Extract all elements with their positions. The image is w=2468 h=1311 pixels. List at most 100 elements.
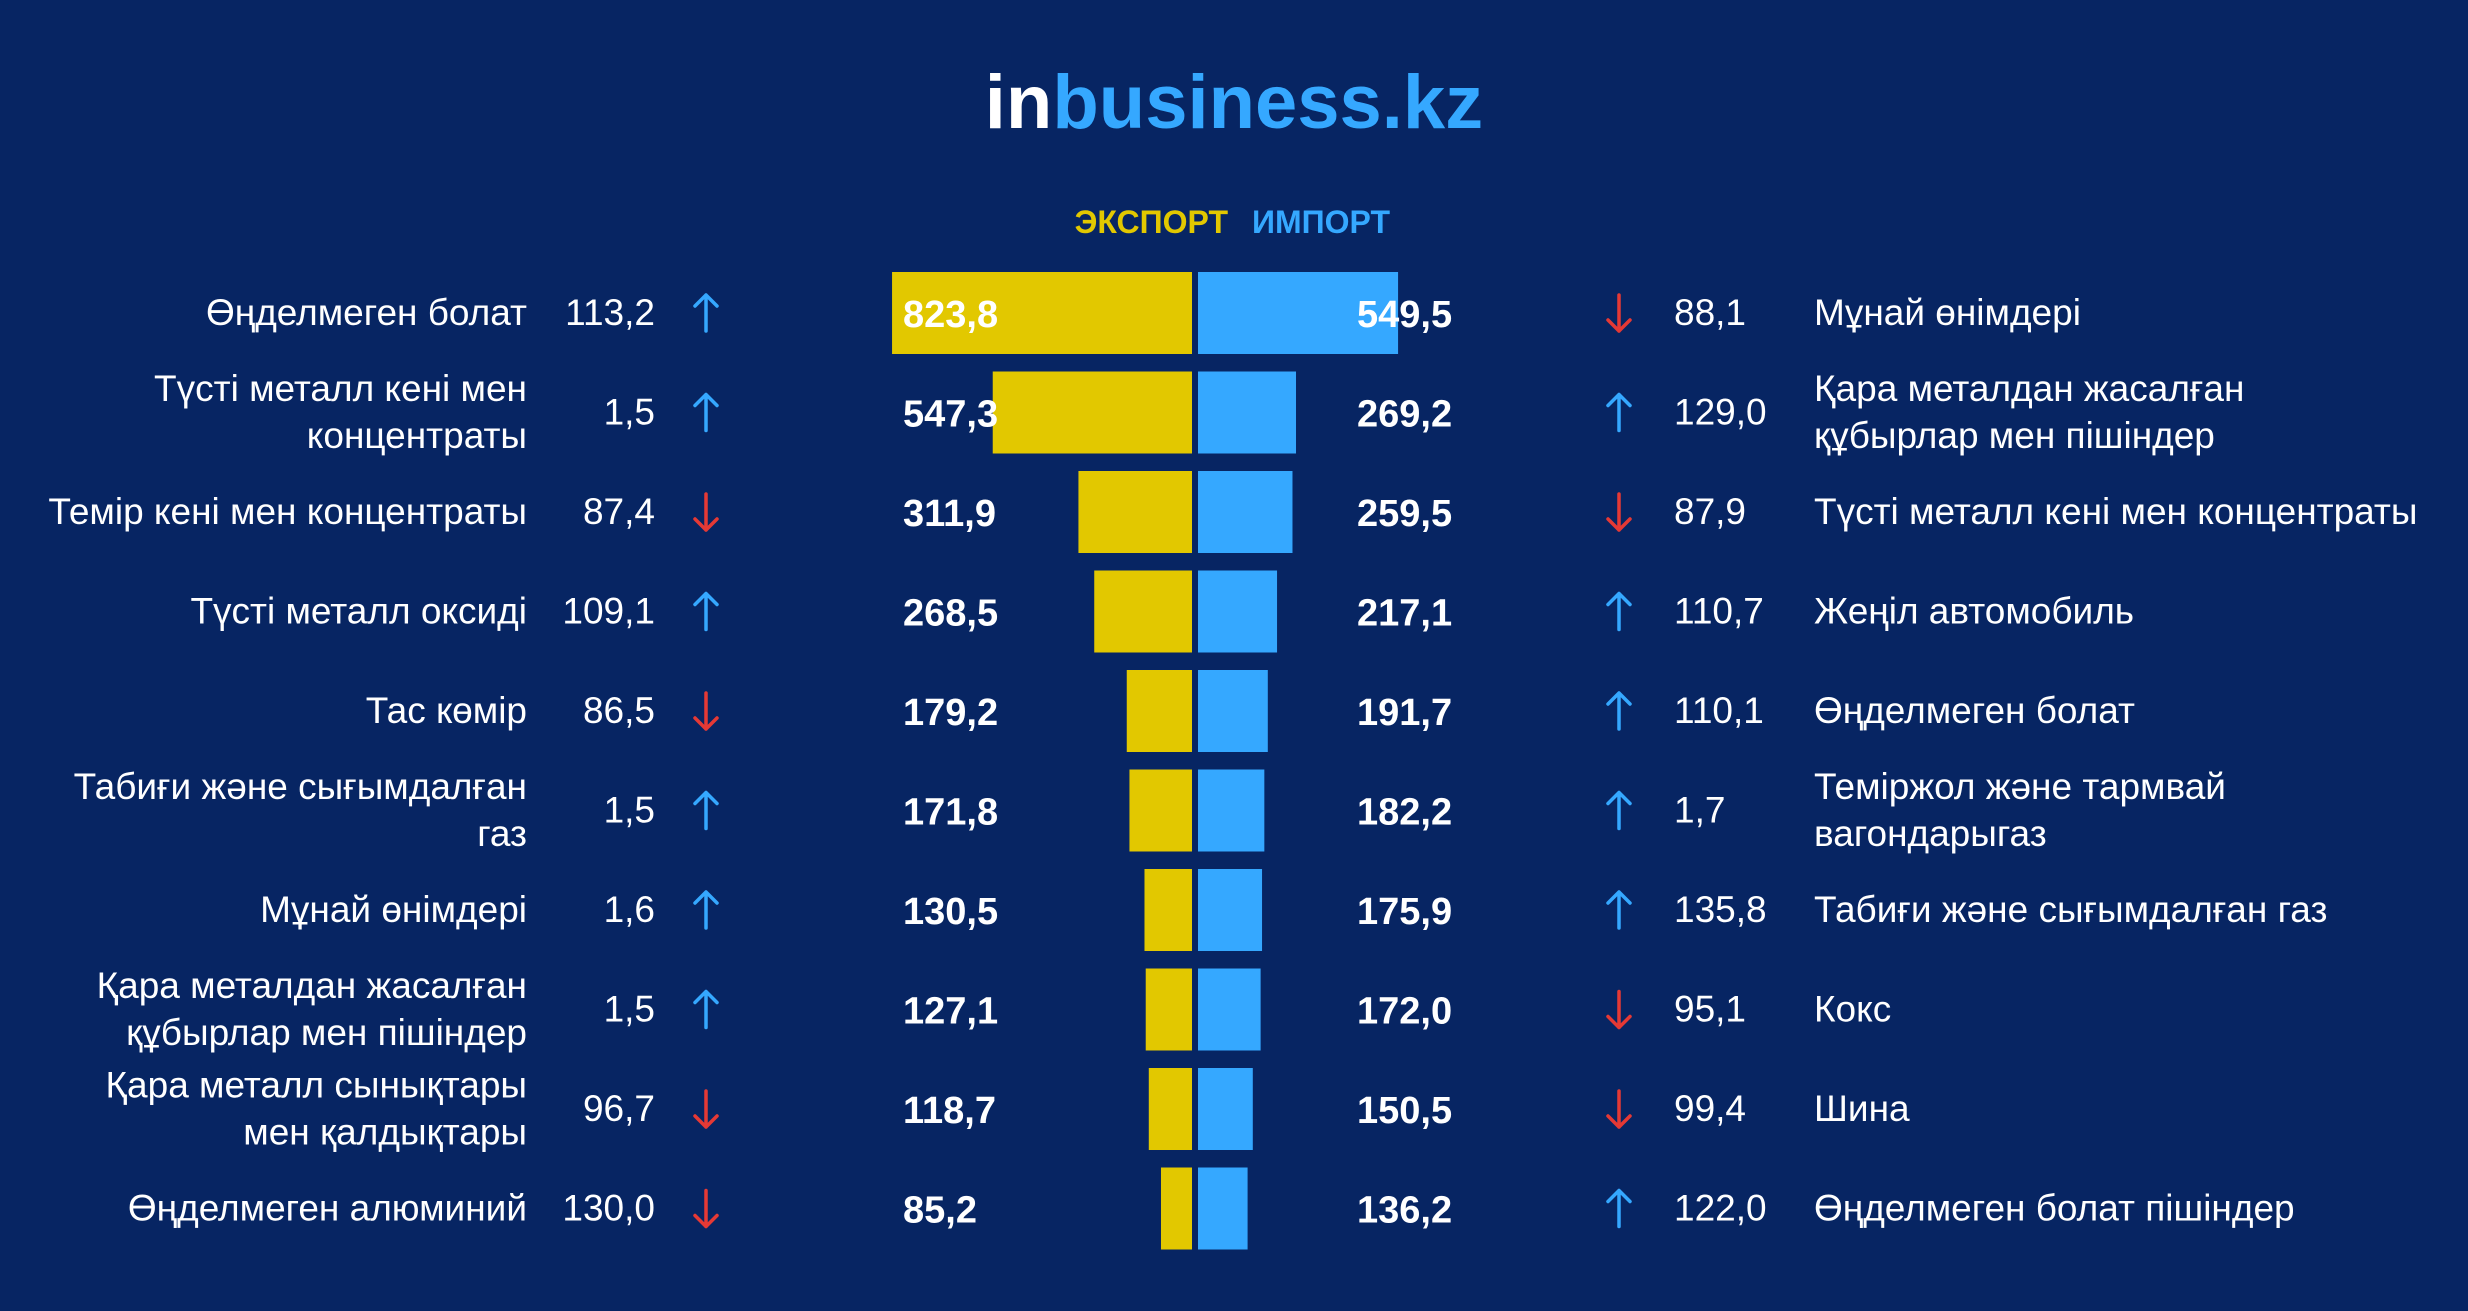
export-bar [1160, 1167, 1192, 1250]
export-bar [1094, 570, 1192, 653]
export-bar [1126, 670, 1192, 752]
import-bar [1198, 769, 1265, 852]
import-category-label: вагондарыгаз [1814, 813, 2047, 854]
import-category-label: Жеңіл автомобиль [1814, 591, 2134, 632]
arrow-up-icon [1606, 691, 1632, 731]
export-change-value: 1,5 [604, 790, 655, 831]
export-category-label: Темір кені мен концентраты [48, 491, 527, 532]
export-change-value: 113,2 [565, 292, 655, 333]
export-bar [1145, 968, 1192, 1051]
import-change-value: 122,0 [1674, 1188, 1767, 1229]
export-change-value: 86,5 [583, 690, 655, 731]
export-value-label: 85,2 [903, 1190, 977, 1232]
arrow-up-icon [1606, 890, 1632, 930]
export-bar [1078, 471, 1192, 553]
export-category-label: Тас көмір [366, 690, 527, 731]
export-bar [1148, 1068, 1192, 1150]
arrow-up-icon [693, 392, 719, 433]
import-value-label: 191,7 [1357, 692, 1452, 734]
export-category-label: мен қалдықтары [243, 1112, 527, 1153]
import-change-value: 88,1 [1674, 292, 1746, 333]
arrow-up-icon [1606, 790, 1632, 831]
export-bar [1144, 869, 1192, 951]
export-category-label: Өңделмеген алюминий [128, 1188, 527, 1229]
import-change-value: 129,0 [1674, 392, 1767, 433]
export-value-label: 130,5 [903, 891, 998, 933]
export-bar [992, 371, 1192, 454]
export-bar [892, 272, 1192, 354]
export-category-label: Мұнай өнімдері [260, 889, 527, 930]
import-change-value: 110,7 [1674, 591, 1764, 632]
logo-rest: business.kz [1052, 60, 1483, 145]
arrow-up-icon [693, 890, 719, 930]
import-value-label: 172,0 [1357, 991, 1452, 1033]
arrow-down-icon [1606, 1089, 1632, 1129]
import-category-label: Теміржол және тармвай [1814, 766, 2226, 807]
import-bar [1198, 471, 1293, 553]
export-value-label: 179,2 [903, 692, 998, 734]
import-category-label: Қара металдан жасалған [1814, 368, 2244, 409]
import-value-label: 269,2 [1357, 394, 1452, 436]
import-category-label: құбырлар мен пішіндер [1814, 415, 2215, 456]
import-category-label: Шина [1814, 1088, 1910, 1129]
export-category-label: Қара металл сынықтары [105, 1065, 527, 1106]
legend-export: ЭКСПОРТ [1075, 204, 1229, 240]
import-change-value: 87,9 [1674, 491, 1746, 532]
export-value-label: 311,9 [903, 493, 996, 535]
export-category-label: құбырлар мен пішіндер [126, 1012, 527, 1053]
export-value-label: 171,8 [903, 792, 998, 834]
import-change-value: 135,8 [1674, 889, 1767, 930]
arrow-up-icon [693, 293, 719, 333]
export-change-value: 130,0 [562, 1188, 655, 1229]
import-value-label: 217,1 [1357, 593, 1452, 635]
legend-import: ИМПОРТ [1252, 204, 1390, 240]
arrow-down-icon [1606, 293, 1632, 333]
export-category-label: Түсті металл оксиді [190, 591, 527, 632]
export-category-label: газ [477, 813, 527, 854]
export-change-value: 96,7 [583, 1088, 655, 1129]
export-category-label: Түсті металл кені мен [154, 368, 527, 409]
import-bar [1198, 371, 1297, 454]
import-value-label: 150,5 [1357, 1090, 1452, 1132]
brand-logo: inbusiness.kz [985, 60, 1483, 145]
import-value-label: 175,9 [1357, 891, 1452, 933]
arrow-down-icon [693, 691, 719, 731]
import-category-label: Мұнай өнімдері [1814, 292, 2081, 333]
import-value-label: 259,5 [1357, 493, 1452, 535]
import-bar [1198, 869, 1263, 951]
export-value-label: 268,5 [903, 593, 998, 635]
export-change-value: 87,4 [583, 491, 655, 532]
import-value-label: 549,5 [1357, 294, 1452, 336]
import-change-value: 99,4 [1674, 1088, 1746, 1129]
arrow-up-icon [1606, 1188, 1632, 1229]
export-value-label: 127,1 [903, 991, 998, 1033]
export-change-value: 109,1 [562, 591, 655, 632]
import-category-label: Табиғи және сығымдалған газ [1814, 889, 2327, 930]
arrow-down-icon [1606, 989, 1632, 1030]
import-bar [1198, 968, 1261, 1051]
export-value-label: 547,3 [903, 394, 998, 436]
import-change-value: 95,1 [1674, 989, 1746, 1030]
arrow-down-icon [1606, 492, 1632, 532]
export-value-label: 823,8 [903, 294, 998, 336]
arrow-up-icon [693, 790, 719, 831]
import-bar [1198, 670, 1268, 752]
import-category-label: Өңделмеген болат пішіндер [1814, 1188, 2295, 1229]
import-category-label: Түсті металл кені мен концентраты [1814, 491, 2417, 532]
export-change-value: 1,5 [604, 392, 655, 433]
arrow-up-icon [693, 591, 719, 632]
arrow-up-icon [1606, 591, 1632, 632]
logo-prefix: in [985, 60, 1053, 145]
import-category-label: Кокс [1814, 989, 1891, 1030]
export-change-value: 1,5 [604, 989, 655, 1030]
export-value-label: 118,7 [903, 1090, 996, 1132]
arrow-down-icon [693, 1089, 719, 1129]
import-change-value: 110,1 [1674, 690, 1764, 731]
export-category-label: Қара металдан жасалған [97, 965, 527, 1006]
export-category-label: Табиғи және сығымдалған [74, 766, 527, 807]
arrow-up-icon [1606, 392, 1632, 433]
import-bar [1198, 272, 1399, 354]
import-value-label: 182,2 [1357, 792, 1452, 834]
